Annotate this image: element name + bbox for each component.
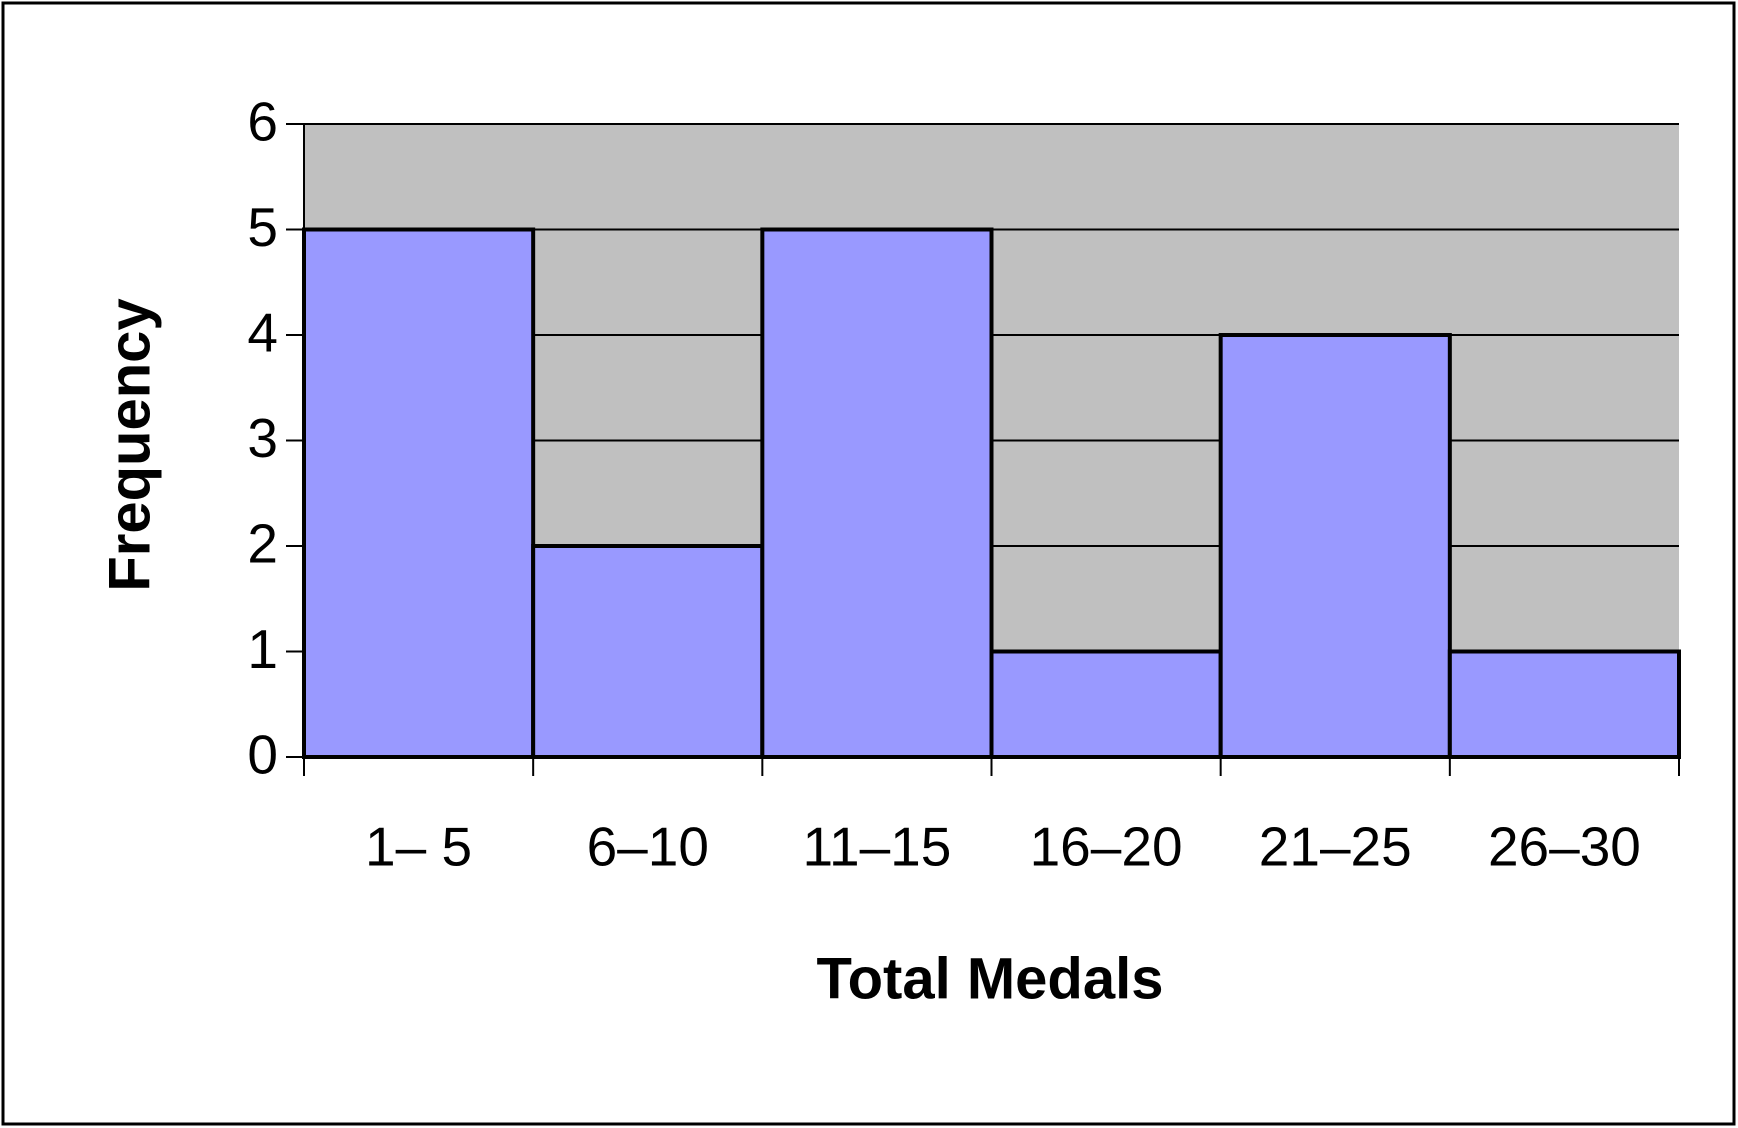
y-tick-label: 1 xyxy=(247,618,278,680)
bar xyxy=(302,227,536,759)
x-tick-label: 11–15 xyxy=(802,816,951,878)
y-tick-label: 6 xyxy=(247,91,278,153)
bar xyxy=(1218,333,1452,759)
x-tick-label: 6–10 xyxy=(587,816,709,878)
y-tick-label: 2 xyxy=(247,513,278,575)
x-tick-label: 26–30 xyxy=(1488,816,1641,878)
x-tick-label: 1– 5 xyxy=(365,816,472,878)
bar xyxy=(989,649,1223,759)
bar xyxy=(531,544,765,759)
x-axis-title: Total Medals xyxy=(817,946,1164,1011)
y-tick-label: 5 xyxy=(247,196,278,258)
y-tick-label: 0 xyxy=(247,724,278,786)
bar xyxy=(760,227,994,759)
x-tick-label: 16–20 xyxy=(1030,816,1183,878)
y-tick-label: 3 xyxy=(247,407,278,469)
y-axis-title: Frequency xyxy=(97,298,162,591)
x-tick-label: 21–25 xyxy=(1259,816,1412,878)
bar xyxy=(1447,649,1682,759)
y-tick-label: 4 xyxy=(247,302,278,364)
